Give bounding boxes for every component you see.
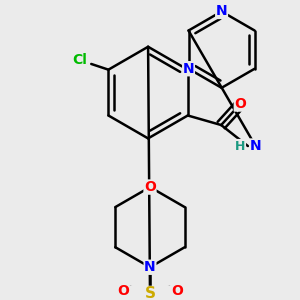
Text: N: N	[183, 62, 194, 76]
Text: Cl: Cl	[72, 53, 87, 67]
Text: N: N	[144, 260, 156, 274]
Text: N: N	[216, 4, 227, 19]
Text: N: N	[250, 139, 261, 153]
Text: O: O	[234, 97, 246, 111]
Text: H: H	[235, 140, 245, 152]
Text: S: S	[145, 286, 155, 300]
Text: O: O	[144, 180, 156, 194]
Text: O: O	[171, 284, 183, 298]
Text: O: O	[117, 284, 129, 298]
